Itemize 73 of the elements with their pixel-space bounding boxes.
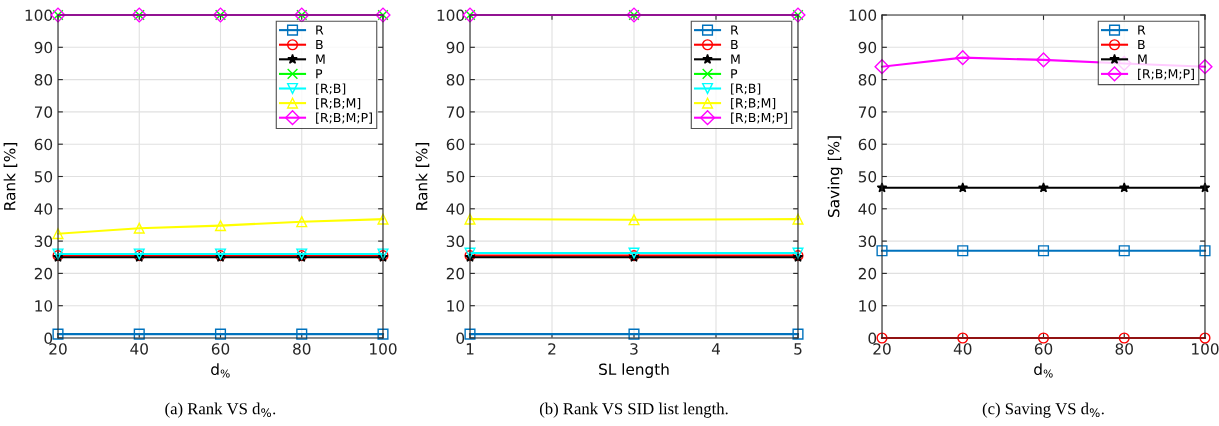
y-tick-label: 90 <box>34 41 53 54</box>
y-tick-label: 60 <box>446 138 465 151</box>
y-tick-label: 40 <box>858 203 877 215</box>
legend-label: M <box>731 54 740 64</box>
text: (c) Saving VS d$_{%}$. <box>982 402 1104 418</box>
y-tick-label: 10 <box>35 300 53 312</box>
y-tick-label: 80 <box>34 74 53 86</box>
legend-label: [R;B;M;P] <box>731 112 787 124</box>
x-axis-title: SL length <box>599 363 669 378</box>
legend-label: B <box>731 39 738 50</box>
y-tick-label: 90 <box>858 41 877 54</box>
x-tick-label: 20 <box>49 343 67 355</box>
y-tick-label: 100 <box>849 9 877 22</box>
y-tick-label: 50 <box>34 170 53 183</box>
y-tick-label: 10 <box>447 300 465 312</box>
legend-label: [R;B;M;P] <box>1138 68 1194 80</box>
x-tick-label: 4 <box>711 343 720 355</box>
x-tick-label: 2 <box>548 343 556 355</box>
x-tick-label: 60 <box>211 343 230 355</box>
legend-label: [R;B;M;P] <box>316 112 372 124</box>
y-tick-label: 70 <box>34 106 53 118</box>
x-tick-label: 5 <box>794 343 802 355</box>
y-tick-label: 60 <box>34 138 53 151</box>
y-tick-label: 80 <box>858 74 877 86</box>
y-axis-title: Rank [%] <box>3 143 18 210</box>
x-tick-label: 80 <box>293 343 311 355</box>
text: (b) Rank VS SID list length. <box>539 402 728 418</box>
y-tick-label: 0 <box>456 332 465 345</box>
x-tick-label: 60 <box>1034 343 1053 355</box>
legend-label: M <box>316 54 325 64</box>
x-tick-label: 40 <box>953 343 972 355</box>
x-tick-label: 20 <box>873 343 891 355</box>
y-tick-label: 80 <box>446 74 465 86</box>
legend-label: B <box>1138 39 1145 50</box>
y-tick-label: 50 <box>446 170 465 183</box>
x-axis-title: d$_{%}$ <box>1034 363 1053 378</box>
y-tick-label: 60 <box>858 138 877 151</box>
x-tick-label: 40 <box>130 343 148 355</box>
y-tick-label: 100 <box>25 9 53 22</box>
legend-label: R <box>316 25 324 35</box>
y-tick-label: 30 <box>34 235 53 248</box>
y-tick-label: 100 <box>437 9 465 22</box>
legend-label: P <box>316 69 323 79</box>
x-tick-label: 80 <box>1115 343 1133 355</box>
legend-label: M <box>1138 54 1147 64</box>
y-tick-label: 20 <box>34 267 53 280</box>
legend-label: [R;B;M] <box>316 97 361 110</box>
x-tick-label: 3 <box>630 343 638 355</box>
legend-label: P <box>731 69 738 79</box>
legend-label: [R;B] <box>731 83 761 95</box>
x-tick-label: 1 <box>466 343 474 355</box>
y-tick-label: 70 <box>446 106 465 118</box>
legend-label: R <box>1138 25 1146 35</box>
y-tick-label: 20 <box>858 267 877 280</box>
y-tick-label: 10 <box>859 300 877 312</box>
x-tick-label: 100 <box>1192 343 1219 355</box>
y-axis-title: Rank [%] <box>415 143 430 210</box>
legend-label: B <box>316 39 323 50</box>
legend-label: [R;B;M] <box>731 97 776 110</box>
text: (a) Rank VS d$_{%}$. <box>165 402 276 418</box>
y-tick-label: 70 <box>858 106 877 118</box>
y-axis-title: Saving [%] <box>827 136 843 217</box>
y-tick-label: 90 <box>446 41 465 54</box>
legend-label: R <box>731 25 739 35</box>
y-tick-label: 40 <box>34 203 53 215</box>
y-tick-label: 40 <box>446 203 465 215</box>
legend-label: [R;B] <box>316 83 346 95</box>
y-tick-label: 30 <box>446 235 465 248</box>
y-tick-label: 20 <box>446 267 465 280</box>
x-axis-title: d$_{%}$ <box>211 363 230 378</box>
y-tick-label: 50 <box>858 170 877 183</box>
x-tick-label: 100 <box>370 343 397 355</box>
y-tick-label: 30 <box>858 235 877 248</box>
